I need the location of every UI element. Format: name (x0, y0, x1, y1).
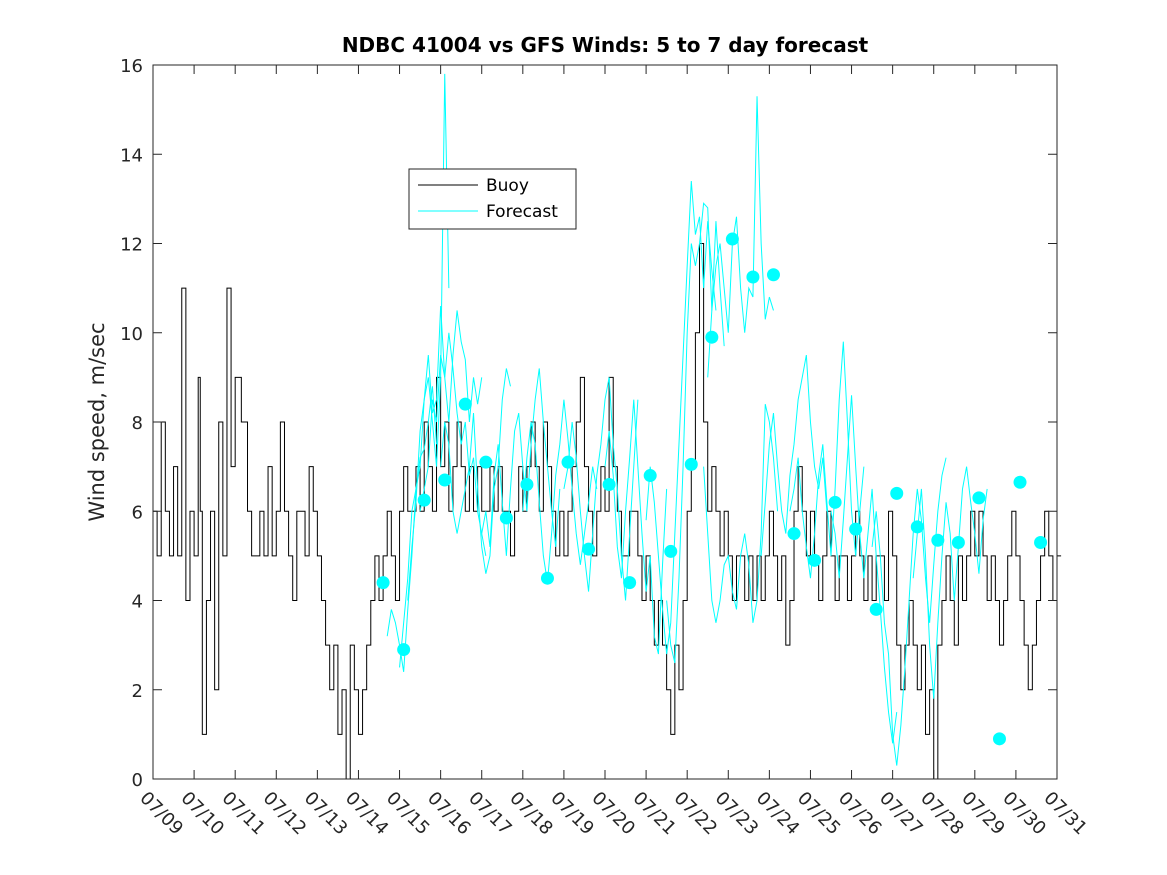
forecast-point (1034, 535, 1048, 549)
forecast-point (951, 535, 965, 549)
forecast-point (931, 533, 945, 547)
forecast-point (746, 270, 760, 284)
forecast-series (386, 73, 988, 766)
forecast-point (438, 473, 452, 487)
forecast-line (419, 332, 487, 556)
forecast-line (563, 377, 639, 601)
plot-area (153, 65, 1057, 779)
legend-buoy-label: Buoy (486, 176, 529, 196)
y-tick-label: 0 (132, 770, 143, 791)
y-tick-label: 16 (120, 56, 143, 77)
forecast-point (561, 455, 575, 469)
forecast-line (789, 341, 865, 579)
forecast-point (582, 542, 596, 556)
forecast-point (890, 486, 904, 500)
legend: Buoy Forecast (408, 168, 577, 230)
y-axis-label: Wind speed, m/sec (85, 322, 109, 521)
forecast-line (830, 395, 898, 744)
forecast-dots (376, 232, 1048, 746)
y-tick-label: 14 (120, 145, 143, 166)
forecast-point (787, 527, 801, 541)
forecast-point (623, 576, 637, 590)
forecast-point (808, 553, 822, 567)
y-tick-label: 12 (120, 235, 143, 256)
forecast-line (666, 202, 725, 664)
y-tick-label: 6 (132, 502, 143, 523)
forecast-point (664, 544, 678, 558)
forecast-point (458, 397, 472, 411)
buoy-series (153, 243, 1062, 780)
legend-box (408, 168, 577, 230)
forecast-point (828, 495, 842, 509)
forecast-point (479, 455, 493, 469)
forecast-line (707, 96, 774, 378)
buoy-line (153, 243, 1062, 780)
forecast-line (871, 457, 947, 766)
forecast-point (540, 571, 554, 585)
forecast-point (499, 511, 513, 525)
y-tick-label: 2 (132, 681, 143, 702)
forecast-point (766, 268, 780, 282)
y-axis-ticks: 0 2 4 6 8 10 12 14 16 (120, 56, 1057, 791)
forecast-point (910, 520, 924, 534)
forecast-point (376, 576, 390, 590)
forecast-point (725, 232, 739, 246)
y-tick-label: 4 (132, 592, 143, 613)
forecast-line (604, 399, 668, 655)
forecast-point (643, 469, 657, 483)
forecast-point (520, 477, 534, 491)
forecast-line (522, 399, 598, 583)
forecast-point (705, 330, 719, 344)
y-tick-label: 8 (132, 413, 143, 434)
forecast-line (645, 180, 717, 655)
forecast-point (972, 491, 986, 505)
forecast-point (397, 643, 411, 657)
forecast-point (1013, 475, 1027, 489)
forecast-point (417, 493, 431, 507)
forecast-point (849, 522, 863, 536)
forecast-line (481, 368, 561, 556)
forecast-point (602, 477, 616, 491)
forecast-line (386, 386, 438, 672)
forecast-point (684, 457, 698, 471)
forecast-line (912, 466, 988, 699)
forecast-point (869, 602, 883, 616)
y-tick-label: 10 (120, 324, 143, 345)
forecast-line (760, 354, 828, 556)
forecast-point (992, 732, 1006, 746)
legend-forecast-label: Forecast (486, 202, 558, 222)
chart-title: NDBC 41004 vs GFS Winds: 5 to 7 day fore… (342, 33, 869, 57)
forecast-line (703, 404, 779, 623)
